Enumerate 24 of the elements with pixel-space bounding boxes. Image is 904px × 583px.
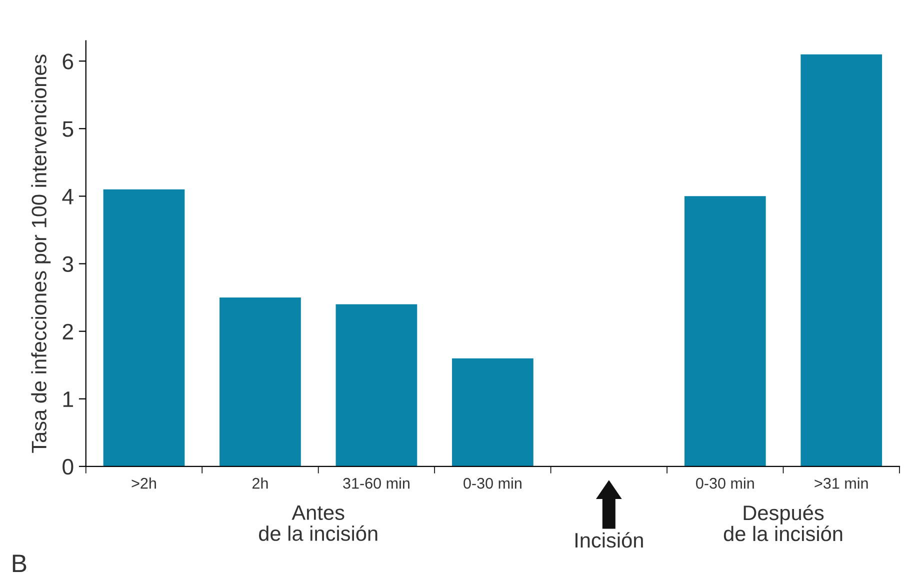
x-tick-label: 0-30 min [696, 478, 754, 489]
text: Después de la incisión [724, 504, 842, 542]
x-tick-label: >31 min [814, 478, 868, 489]
x-tick-label: 0-30 min [464, 478, 522, 489]
y-axis-title: Tasa de infecciones por 100 intervenciones [31, 54, 51, 453]
y-tick-label: 4 [62, 188, 74, 204]
bar [684, 196, 766, 466]
text: Incisión [576, 532, 643, 548]
bar [220, 298, 301, 466]
y-tick-label: 0 [62, 458, 74, 475]
x-tick-label: 2h [252, 478, 268, 489]
y-tick-label: 2 [62, 324, 73, 340]
x-tick-label: >2h [132, 478, 156, 489]
x-tick-label: 31-60 min [343, 478, 410, 489]
bar [452, 358, 534, 466]
text: Antes de la incisión [258, 505, 378, 541]
bar [800, 54, 882, 466]
y-tick-label: 6 [62, 54, 74, 70]
bar [336, 304, 418, 466]
y-tick-label: 5 [62, 121, 74, 137]
y-tick-label: 1 [63, 392, 73, 407]
bar [103, 189, 185, 466]
y-tick-label: 3 [62, 256, 74, 272]
text: B [12, 554, 26, 572]
